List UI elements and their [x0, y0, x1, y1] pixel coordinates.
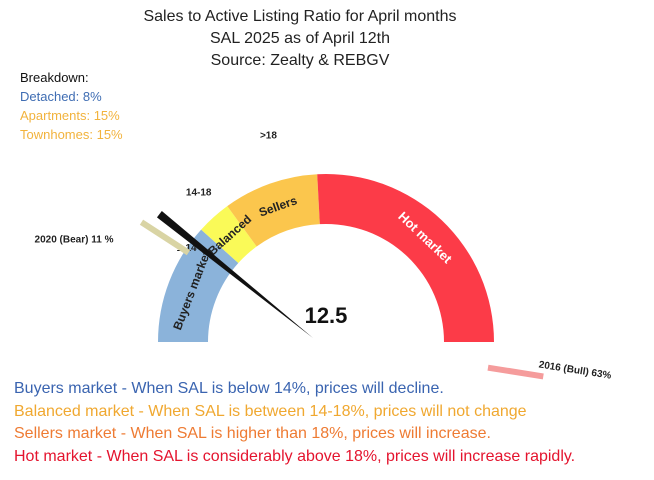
chart-source: Source: Zealty & REBGV: [210, 52, 390, 69]
gauge-marker-label-1: 2016 (Bull) 63%: [538, 359, 612, 380]
gauge-marker-0: [139, 219, 191, 256]
gauge-zone-balanced: [201, 206, 257, 264]
gauge-zone-sellers: [227, 174, 320, 247]
breakdown-panel: Breakdown: Detached: 8% Apartments: 15% …: [20, 68, 123, 144]
gauge-tick-label-1: 14-18: [186, 188, 212, 199]
gauge-needle: [156, 210, 313, 338]
legend-buyers: Buyers market - When SAL is below 14%, p…: [14, 380, 444, 397]
gauge-marker-label-0: 2020 (Bear) 11 %: [35, 235, 114, 246]
legend-hot: Hot market - When SAL is considerably ab…: [14, 447, 576, 465]
legend-sellers: Sellers market - When SAL is higher than…: [14, 425, 491, 442]
gauge-value-label: 12.5: [305, 303, 348, 328]
chart-title: Sales to Active Listing Ratio for April …: [143, 8, 457, 25]
breakdown-item-townhomes: Townhomes: 15%: [20, 127, 123, 142]
gauge-marker-1: [487, 364, 544, 380]
chart-subtitle: SAL 2025 as of April 12th: [210, 30, 390, 47]
gauge-zone-buyers-market: [158, 229, 239, 342]
breakdown-item-apartments: Apartments: 15%: [20, 108, 120, 123]
gauge-tick-label-2: >18: [260, 131, 277, 142]
breakdown-item-detached: Detached: 8%: [20, 89, 102, 104]
gauge-zone-hot-market: [317, 174, 494, 342]
legend-balanced: Balanced market - When SAL is between 14…: [14, 402, 527, 420]
market-legend: Buyers market - When SAL is below 14%, p…: [14, 378, 575, 468]
breakdown-heading: Breakdown:: [20, 70, 89, 85]
